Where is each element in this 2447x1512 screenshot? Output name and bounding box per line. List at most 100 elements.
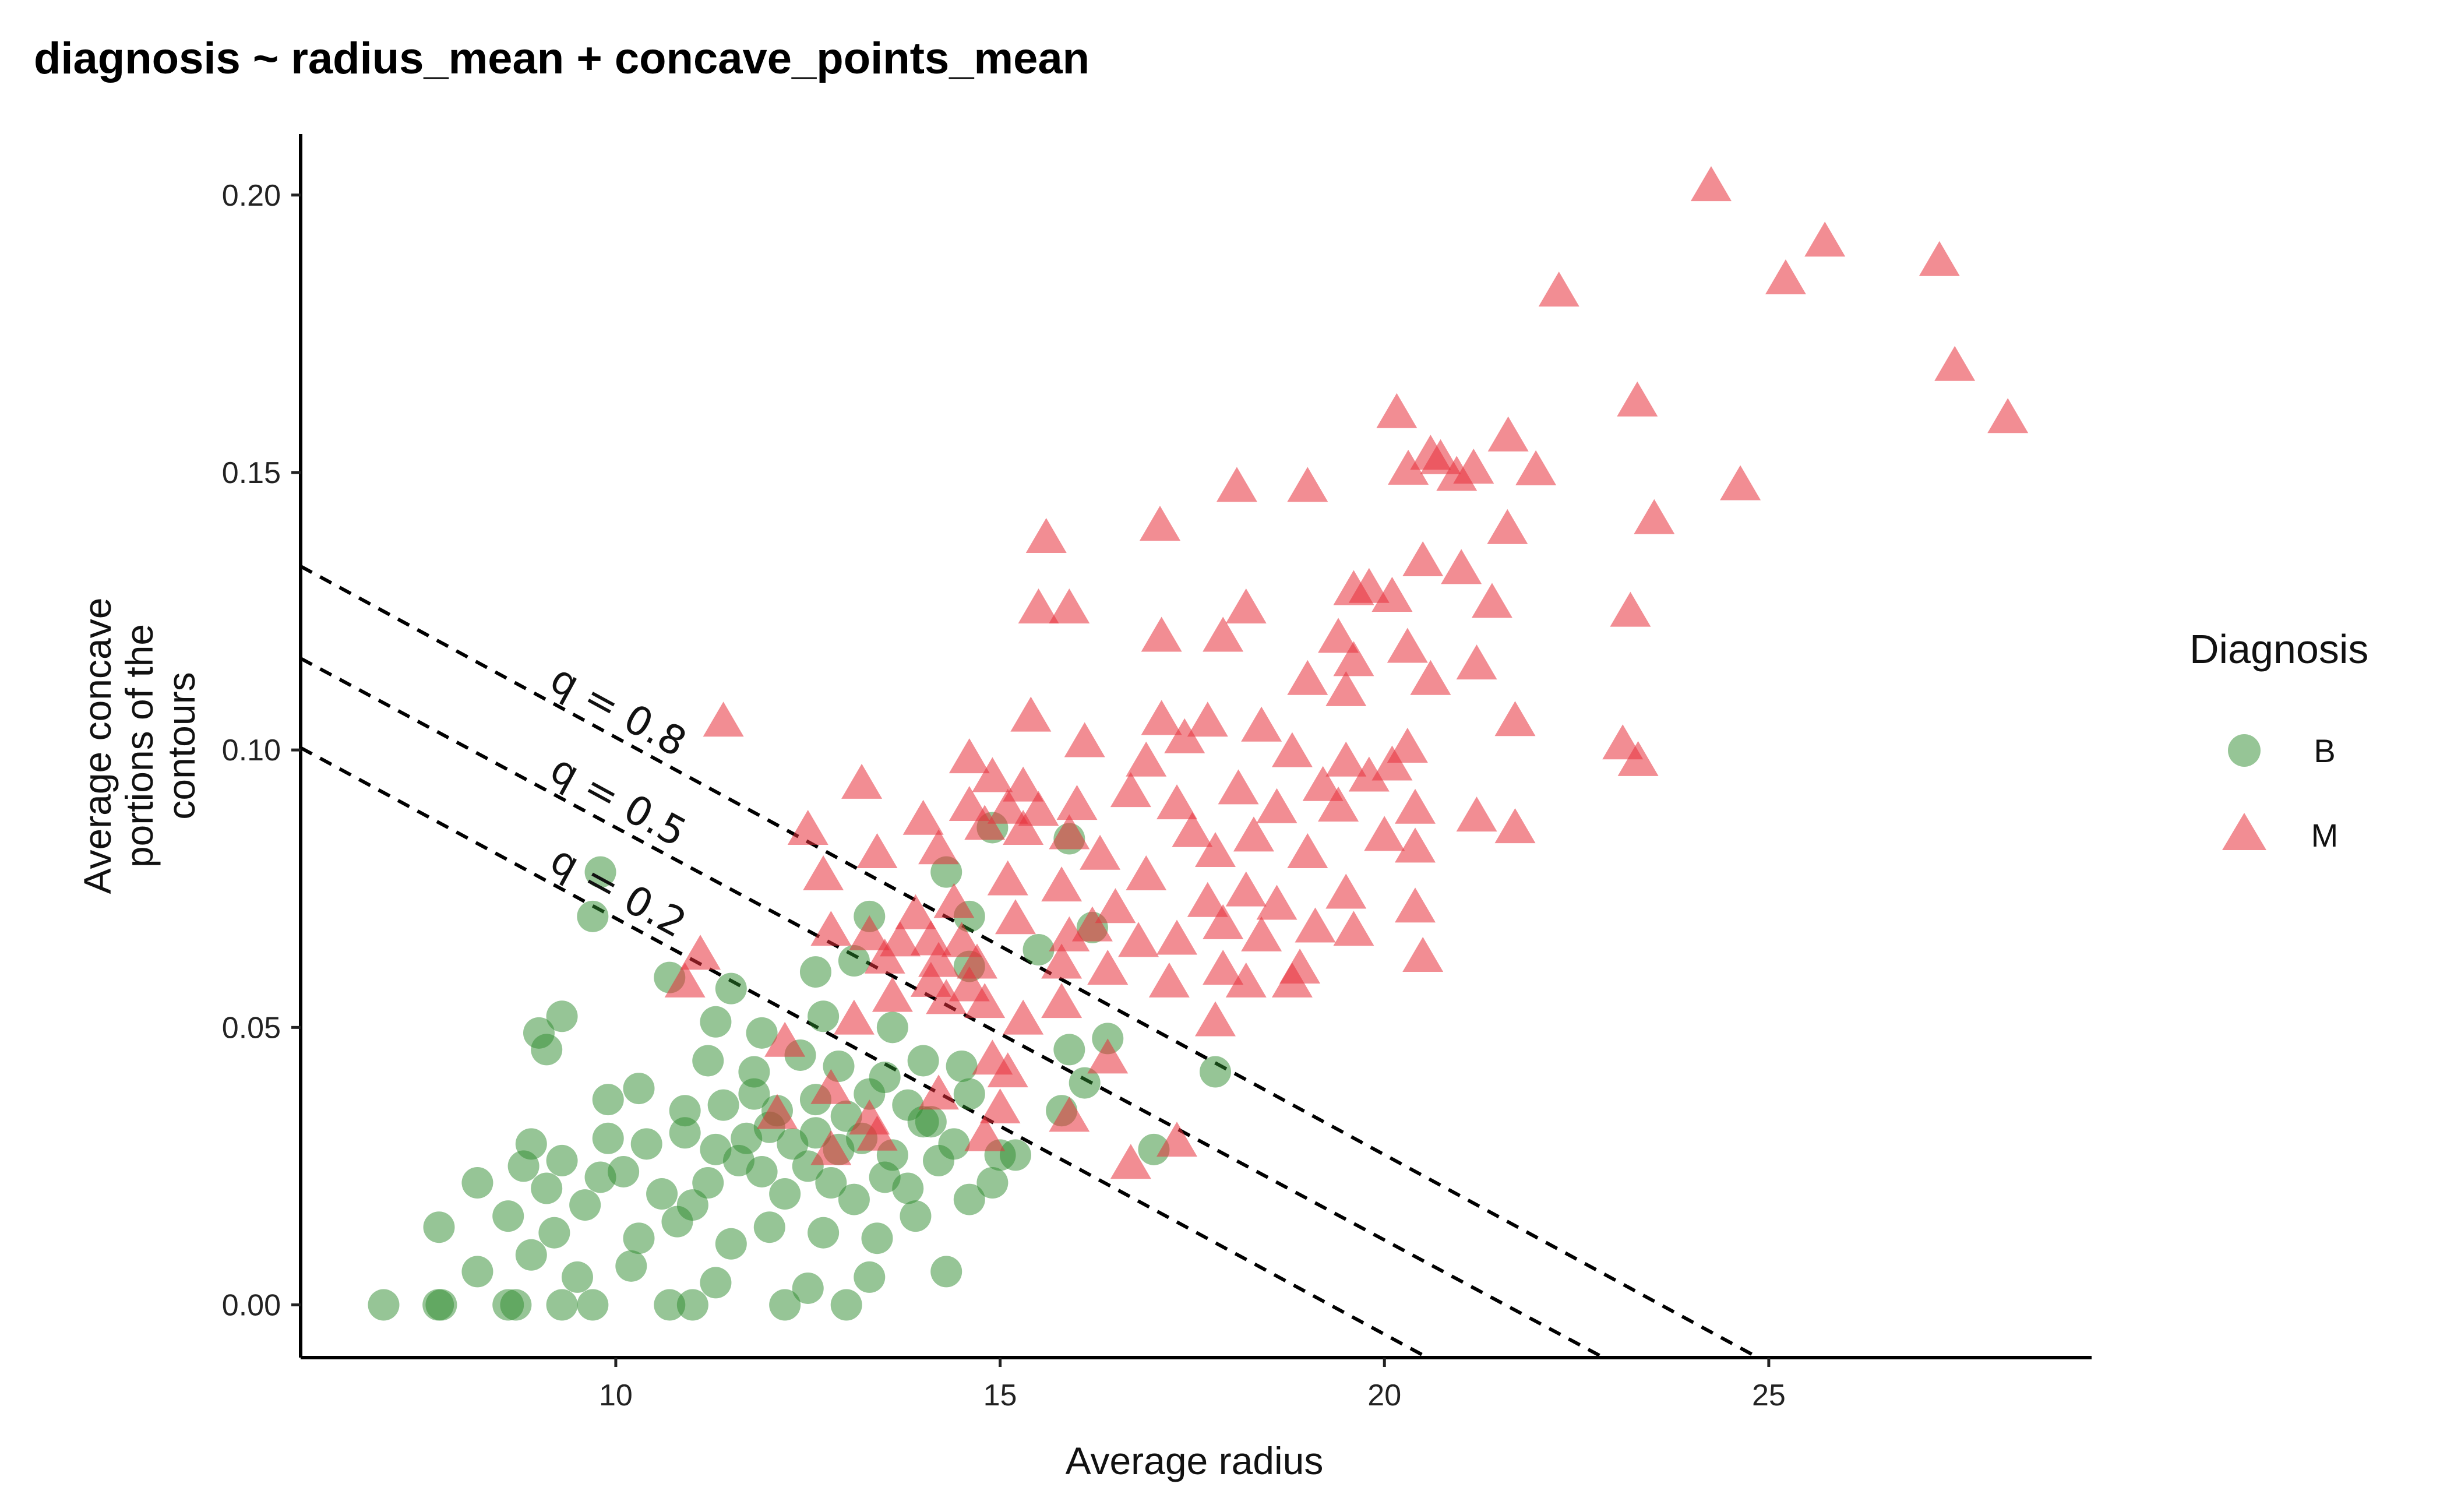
point-M	[764, 1021, 806, 1057]
point-B	[546, 1289, 578, 1321]
point-B	[830, 1289, 862, 1321]
point-B	[577, 1289, 609, 1321]
point-M	[1456, 796, 1497, 832]
point-B	[907, 1045, 939, 1077]
point-M	[1087, 1038, 1129, 1074]
point-B	[531, 1172, 563, 1204]
point-M	[1049, 814, 1090, 850]
point-M	[1041, 983, 1083, 1018]
point-B	[808, 1217, 840, 1249]
point-M	[1156, 784, 1198, 820]
point-B	[953, 1078, 985, 1110]
point-B	[692, 1167, 724, 1199]
point-M	[933, 883, 975, 918]
point-M	[1080, 834, 1121, 870]
point-M	[1395, 827, 1436, 863]
point-B	[799, 1117, 831, 1149]
point-M	[1934, 346, 1976, 381]
point-M	[1436, 456, 1478, 491]
point-M	[1402, 541, 1444, 576]
point-M	[1041, 866, 1083, 902]
point-B	[769, 1178, 801, 1210]
point-B	[515, 1128, 547, 1160]
point-B	[630, 1128, 662, 1160]
point-B	[1053, 1034, 1085, 1066]
point-M	[1494, 808, 1536, 844]
point-B	[423, 1211, 455, 1243]
y-axis-title-line: contours	[160, 672, 203, 819]
point-M	[1325, 873, 1367, 909]
point-M	[972, 757, 1013, 792]
y-axis-title-line: portions of the	[118, 624, 161, 868]
point-M	[1203, 904, 1244, 939]
point-M	[1018, 791, 1059, 826]
point-M	[1387, 628, 1428, 663]
point-B	[676, 1189, 708, 1221]
point-M	[1348, 568, 1390, 603]
point-B	[577, 900, 609, 932]
point-M	[987, 1052, 1028, 1088]
point-B	[646, 1178, 678, 1210]
point-M	[1194, 832, 1236, 868]
point-M	[1410, 660, 1451, 695]
point-M	[1110, 1144, 1151, 1179]
point-M	[1049, 588, 1090, 623]
point-B	[900, 1200, 932, 1232]
point-M	[987, 860, 1028, 896]
point-M	[1804, 221, 1846, 257]
point-B	[676, 1289, 708, 1321]
y-tick-label: 0.05	[222, 1011, 281, 1045]
point-M	[1617, 381, 1658, 417]
point-B	[615, 1250, 647, 1282]
point-M	[1025, 517, 1067, 553]
point-B	[1199, 1056, 1231, 1088]
point-B	[830, 1100, 862, 1132]
point-M	[1172, 812, 1213, 847]
point-M	[1018, 588, 1059, 623]
point-M	[1241, 916, 1282, 951]
point-M	[1690, 166, 1732, 202]
point-B	[738, 1078, 770, 1110]
point-B	[1138, 1133, 1170, 1165]
point-B	[523, 1017, 555, 1049]
point-B	[654, 1289, 686, 1321]
point-M	[1041, 943, 1083, 979]
point-B	[738, 1056, 770, 1088]
point-B	[808, 1000, 840, 1032]
point-M	[1634, 499, 1675, 534]
point-M	[1233, 816, 1274, 852]
chart-title: diagnosis ~ radius_mean + concave_points…	[34, 34, 1089, 83]
point-B	[546, 1000, 578, 1032]
point-M	[956, 943, 997, 979]
point-B	[546, 1144, 578, 1176]
point-M	[1110, 772, 1151, 808]
point-M	[895, 894, 936, 929]
point-B	[861, 1222, 893, 1254]
point-M	[1610, 591, 1651, 627]
point-B	[953, 1183, 985, 1215]
point-B	[515, 1239, 547, 1271]
point-M	[1371, 745, 1413, 781]
point-B	[1022, 934, 1055, 965]
point-M	[1420, 439, 1461, 474]
point-M	[1256, 788, 1297, 823]
point-M	[1333, 911, 1374, 946]
point-B	[976, 1167, 1009, 1199]
point-B	[700, 1006, 732, 1038]
point-M	[1064, 722, 1105, 757]
point-M	[1187, 702, 1228, 737]
point-M	[841, 763, 883, 799]
point-M	[1126, 855, 1167, 891]
point-B	[838, 945, 870, 977]
point-M	[1302, 766, 1344, 801]
point-M	[949, 738, 990, 774]
point-M	[1287, 467, 1328, 502]
point-B	[946, 1051, 978, 1082]
point-B	[623, 1073, 655, 1105]
point-M	[1271, 962, 1313, 998]
point-M	[1617, 741, 1659, 776]
point-M	[1095, 888, 1136, 924]
point-B	[715, 972, 747, 1005]
point-M	[1441, 549, 1482, 584]
point-M	[856, 1115, 898, 1151]
